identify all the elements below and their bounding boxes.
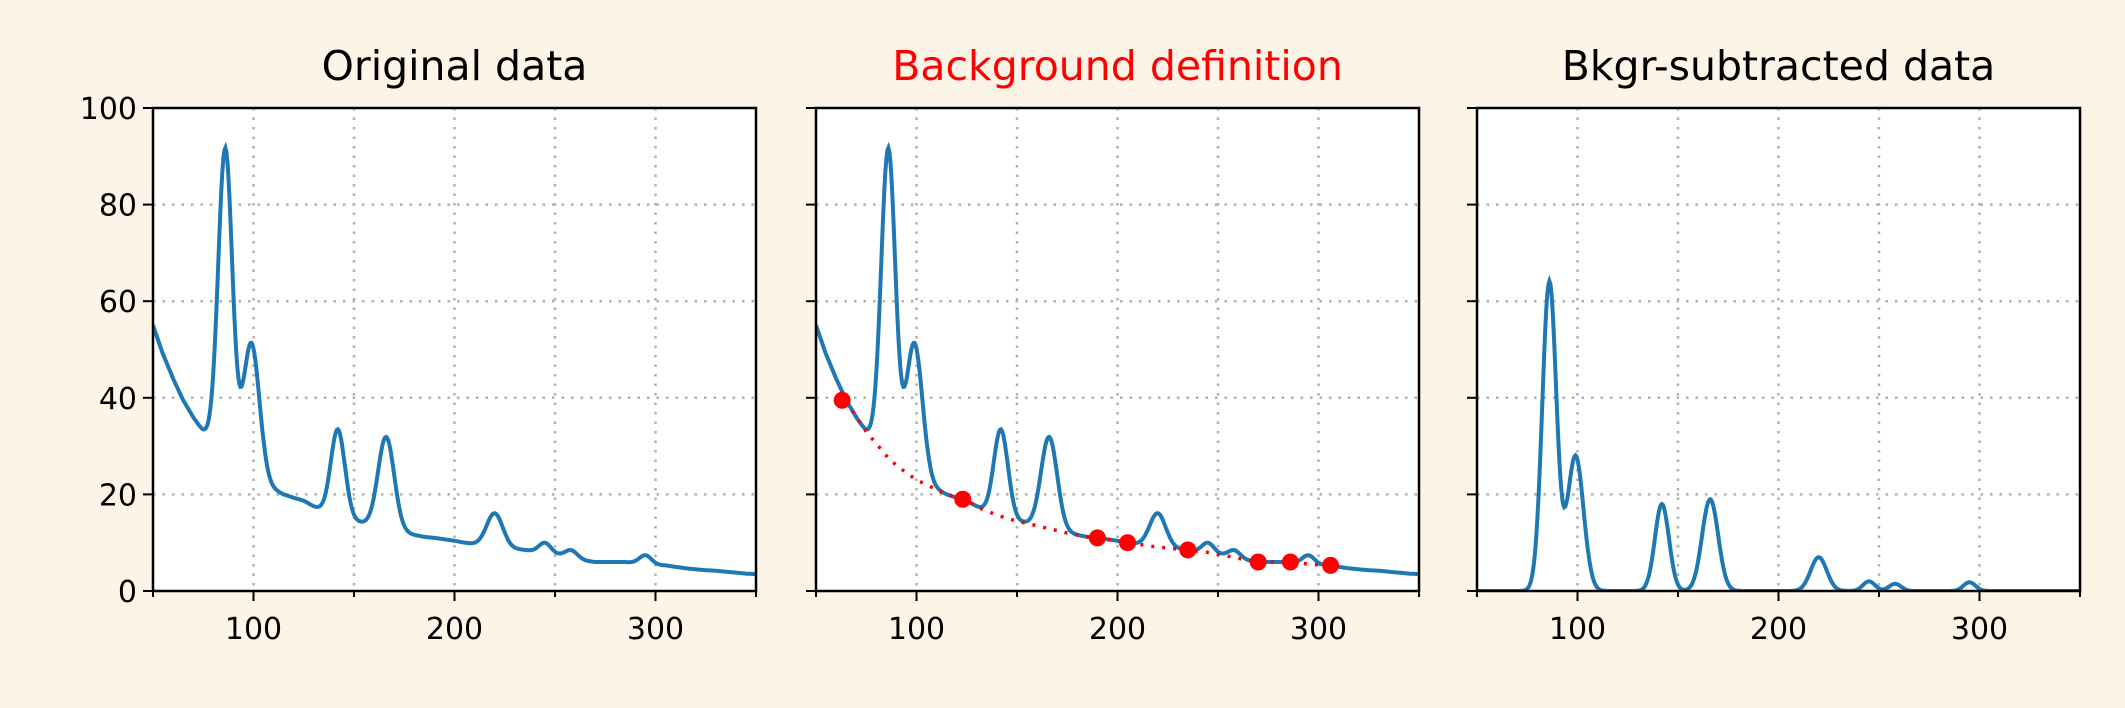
background-point xyxy=(833,391,851,409)
panel-original-data: Original data 100 200 300 0 20 40 60 80 100 xyxy=(80,42,758,647)
x-tick-label: 200 xyxy=(1750,612,1807,647)
x-tick-label: 200 xyxy=(1089,612,1146,647)
y-tick-label: 60 xyxy=(99,285,137,320)
y-tick-label: 80 xyxy=(99,189,137,224)
x-tick-label: 100 xyxy=(1549,612,1606,647)
series-line-original xyxy=(153,141,756,577)
background-point xyxy=(1179,541,1197,559)
x-tick-label: 100 xyxy=(888,612,945,647)
series-line-background xyxy=(840,390,1331,568)
x-tick-label: 100 xyxy=(225,612,282,647)
y-tick-label: 0 xyxy=(118,575,137,610)
background-point xyxy=(1249,553,1267,571)
x-tick-label: 200 xyxy=(426,612,483,647)
y-tick-label: 40 xyxy=(99,382,137,417)
panel-background-definition: Background definition 100 200 300 xyxy=(806,42,1421,647)
background-point xyxy=(1281,553,1299,571)
background-point xyxy=(1088,529,1106,547)
background-point xyxy=(954,490,972,508)
panel-title: Original data xyxy=(322,42,588,90)
panel-title: Background definition xyxy=(892,42,1343,90)
series-line-original xyxy=(816,141,1419,577)
background-point xyxy=(1119,534,1137,552)
x-tick-label: 300 xyxy=(1951,612,2008,647)
plot-area xyxy=(1477,108,2080,591)
x-tick-label: 300 xyxy=(627,612,684,647)
panel-title: Bkgr-subtracted data xyxy=(1562,42,1996,90)
x-tick-label: 300 xyxy=(1290,612,1347,647)
series-line-subtracted xyxy=(1477,274,2080,591)
background-point xyxy=(1322,556,1340,574)
panel-bkgr-subtracted-data: Bkgr-subtracted data 100 200 300 xyxy=(1467,42,2082,647)
y-tick-label: 20 xyxy=(99,478,137,513)
y-tick-label: 100 xyxy=(80,92,137,127)
